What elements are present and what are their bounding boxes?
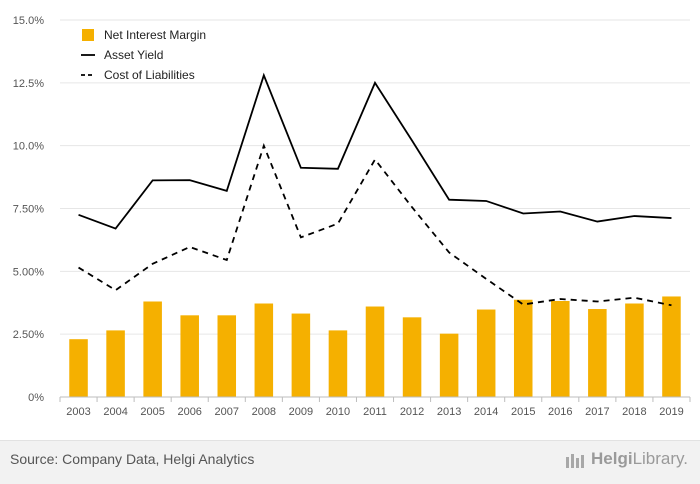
- line-series: [78, 72, 672, 307]
- bar: [291, 313, 311, 397]
- legend-swatch-bar: [82, 29, 94, 41]
- footer: Source: Company Data, Helgi Analytics He…: [0, 440, 700, 484]
- brand-name-library: Library.: [632, 449, 688, 468]
- legend-label: Net Interest Margin: [104, 28, 206, 42]
- asset-yield-line: [78, 72, 672, 230]
- y-tick-label: 2.50%: [13, 329, 44, 341]
- x-tick-label: 2004: [103, 406, 127, 418]
- bar: [328, 330, 348, 397]
- x-tick-label: 2003: [66, 406, 90, 418]
- bar: [476, 309, 496, 397]
- bar: [662, 296, 681, 397]
- brand-logo: HelgiLibrary.: [565, 449, 688, 469]
- bar: [365, 306, 385, 397]
- x-tick-label: 2006: [177, 406, 201, 418]
- bar: [69, 339, 88, 397]
- bar: [180, 315, 199, 397]
- bar: [439, 333, 459, 397]
- x-tick-label: 2017: [585, 406, 609, 418]
- y-tick-label: 7.50%: [13, 204, 44, 216]
- x-tick-label: 2005: [140, 406, 164, 418]
- x-tick-label: 2008: [252, 406, 276, 418]
- bar: [551, 300, 570, 397]
- bar-series: [69, 296, 681, 397]
- x-tick-label: 2007: [215, 406, 239, 418]
- bar: [143, 301, 162, 397]
- legend: Net Interest Margin Asset Yield Cost of Li…: [81, 28, 206, 82]
- legend-label: Cost of Liabilities: [104, 68, 195, 82]
- bar: [402, 317, 422, 397]
- x-tick-label: 2019: [659, 406, 683, 418]
- x-tick-label: 2009: [289, 406, 313, 418]
- cost-of-liabilities-line: [78, 143, 672, 307]
- y-tick-label: 10.0%: [13, 141, 44, 153]
- bar: [106, 330, 125, 397]
- x-tick-label: 2010: [326, 406, 350, 418]
- x-tick-label: 2016: [548, 406, 572, 418]
- x-tick-label: 2018: [622, 406, 646, 418]
- y-tick-label: 5.00%: [13, 266, 44, 278]
- y-tick-label: 12.5%: [13, 78, 44, 90]
- bar: [513, 299, 533, 397]
- x-tick-label: 2015: [511, 406, 535, 418]
- x-tick-label: 2014: [474, 406, 498, 418]
- y-tick-label: 15.0%: [13, 15, 44, 27]
- source-text: Source: Company Data, Helgi Analytics: [10, 451, 255, 467]
- library-icon: [566, 453, 584, 468]
- bar: [625, 303, 644, 397]
- bar: [588, 309, 607, 397]
- x-tick-label: 2013: [437, 406, 461, 418]
- x-axis: 2003 2004 2005 2006 2007 2008 2009 2010 2011 2012…: [59, 396, 691, 418]
- legend-label: Asset Yield: [104, 48, 163, 62]
- bar: [254, 303, 274, 397]
- brand-name-helgi: Helgi: [591, 449, 633, 468]
- x-tick-label: 2011: [363, 406, 387, 418]
- bar: [217, 315, 237, 397]
- y-axis: 0% 2.50% 5.00% 7.50% 10.0% 12.5% 15.0%: [13, 15, 44, 404]
- y-tick-label: 0%: [28, 392, 44, 404]
- x-tick-label: 2012: [400, 406, 424, 418]
